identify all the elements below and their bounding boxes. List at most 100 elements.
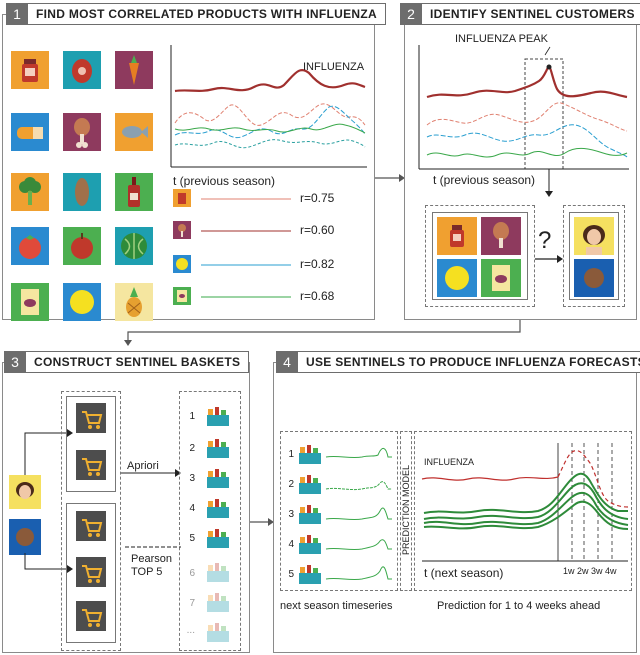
basket-icon xyxy=(206,497,230,519)
correlation-value: r=0.60 xyxy=(300,223,335,237)
customers-group xyxy=(569,212,619,300)
man-avatar-icon xyxy=(574,259,614,297)
basket-icon xyxy=(298,563,322,585)
pineapple-icon xyxy=(115,283,153,321)
customer1-carts xyxy=(66,396,116,492)
panel-title: IDENTIFY SENTINEL CUSTOMERS xyxy=(422,3,640,25)
products-group xyxy=(432,212,528,300)
caption-timeseries: next season timeseries xyxy=(280,600,393,612)
panel-construct-sentinel-baskets: Apriori Pearson TOP 5 1 2 3 4 5 6 7 ... xyxy=(2,362,250,653)
forecast-curve xyxy=(423,472,628,514)
customer-to-cart-connectors xyxy=(24,429,73,573)
series-number: 3 xyxy=(288,509,294,520)
series-number: 2 xyxy=(288,479,294,490)
shopping-cart-icon xyxy=(76,450,106,480)
forecast-chart xyxy=(421,443,629,562)
cereal-box-icon xyxy=(173,287,191,305)
basket-icon xyxy=(206,405,230,427)
forecast-curve xyxy=(423,500,629,530)
steak-icon xyxy=(63,51,101,89)
basket-number: 6 xyxy=(189,568,195,579)
cereal-box-icon xyxy=(481,259,521,297)
green-curve xyxy=(174,123,366,134)
cereal-box-icon xyxy=(11,283,49,321)
arrow-2-to-3 xyxy=(124,320,521,346)
broccoli-icon xyxy=(11,173,49,211)
x-axis-label: t (next season) xyxy=(424,566,504,580)
green-timeseries-lines xyxy=(325,448,392,581)
watermelon-icon xyxy=(115,227,153,265)
panel-find-correlated-products: INFLUENZA t (previous season) r=0.75 r=0… xyxy=(2,14,375,321)
week-label: 2w xyxy=(577,566,589,576)
week-label: 4w xyxy=(605,566,617,576)
correlation-value: r=0.68 xyxy=(300,289,335,303)
jam-jar-icon xyxy=(437,217,477,255)
week-label: 1w xyxy=(563,566,575,576)
basket-icon xyxy=(206,561,230,583)
basket-icon xyxy=(206,527,230,549)
pearson-label: Pearson TOP 5 xyxy=(131,553,172,578)
x-axis-label: t (previous season) xyxy=(173,174,276,188)
panel-influenza-forecasts: 1 2 3 4 5 PREDICTION MODEL INFLUENZA xyxy=(273,362,637,653)
series-number: 4 xyxy=(288,539,294,550)
drumstick-icon xyxy=(173,221,191,239)
fish-icon xyxy=(115,113,153,151)
salmon-curve xyxy=(426,102,628,132)
panel-title: CONSTRUCT SENTINEL BASKETS xyxy=(26,351,250,373)
basket-icon xyxy=(298,443,322,465)
basket-icon xyxy=(298,503,322,525)
drumstick-icon xyxy=(63,113,101,151)
shopping-cart-icon xyxy=(76,557,106,587)
apriori-label: Apriori xyxy=(127,460,159,472)
influenza-curve xyxy=(421,476,559,481)
shopping-cart-icon xyxy=(76,403,106,433)
prediction-model-box xyxy=(400,431,412,591)
sentinel-customers-box xyxy=(563,205,625,307)
correlation-value: r=0.82 xyxy=(300,257,335,271)
caption-prediction: Prediction for 1 to 4 weeks ahead xyxy=(437,600,601,612)
arrow-to-customers xyxy=(535,255,563,263)
panel-title: USE SENTINELS TO PRODUCE INFLUENZA FOREC… xyxy=(298,351,640,373)
basket-number: 4 xyxy=(189,503,195,514)
lemon-icon xyxy=(173,255,191,273)
carrot-icon xyxy=(115,51,153,89)
panel4-header: 4 USE SENTINELS TO PRODUCE INFLUENZA FOR… xyxy=(276,351,640,373)
panel-identify-sentinel-customers: INFLUENZA PEAK t (previous season) ? xyxy=(404,14,637,320)
baskets-column xyxy=(179,391,241,651)
carts-column xyxy=(61,391,121,651)
influenza-curve xyxy=(426,65,628,99)
tomato-icon xyxy=(11,227,49,265)
wine-bottle-icon xyxy=(115,173,153,211)
teal-curve xyxy=(174,139,366,149)
green-legend-line xyxy=(201,296,291,298)
basket-number: 2 xyxy=(189,443,195,454)
influenza-forecast-curve xyxy=(557,450,629,508)
woman-avatar-icon xyxy=(9,475,41,509)
basket-icon xyxy=(298,533,322,555)
bread-icon xyxy=(11,113,49,151)
step-number: 2 xyxy=(400,3,422,25)
sentinel-products-box xyxy=(425,205,535,307)
basket-number: 1 xyxy=(189,411,195,422)
panel1-header: 1 FIND MOST CORRELATED PRODUCTS WITH INF… xyxy=(6,3,386,25)
panel3-header: 3 CONSTRUCT SENTINEL BASKETS xyxy=(4,351,250,373)
step-number: 1 xyxy=(6,3,28,25)
jam-jar-icon xyxy=(11,51,49,89)
forecast-curve xyxy=(423,482,629,520)
prediction-model-label: PREDICTION MODEL xyxy=(401,465,411,556)
basket-number: ... xyxy=(186,625,195,636)
customer2-carts xyxy=(66,503,116,643)
basket-number: 3 xyxy=(189,473,195,484)
green-curve xyxy=(426,147,628,158)
forecast-box xyxy=(414,431,632,591)
series-number: 5 xyxy=(288,569,294,580)
blue-curve xyxy=(174,105,366,139)
basket-number: 7 xyxy=(189,598,195,609)
influenza-series-label: INFLUENZA xyxy=(303,61,365,73)
influenza-peak-label: INFLUENZA PEAK xyxy=(455,33,548,45)
drumstick-icon xyxy=(481,217,521,255)
series-number: 1 xyxy=(288,449,294,460)
jam-jar-icon xyxy=(173,189,191,207)
correlation-chart xyxy=(170,45,367,168)
step-number: 4 xyxy=(276,351,298,373)
